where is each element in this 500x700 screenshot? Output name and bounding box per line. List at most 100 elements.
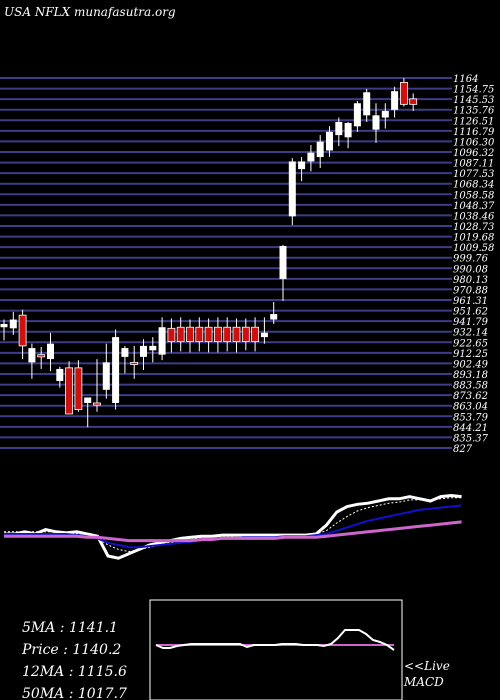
candle <box>223 317 232 352</box>
candle-body-down <box>409 98 418 105</box>
price-axis-label: 835.37 <box>453 433 489 444</box>
candle-body-down <box>232 326 241 342</box>
candle <box>260 317 268 344</box>
candle <box>0 319 8 341</box>
indicator-panel <box>4 493 462 560</box>
candle-body-up <box>307 152 315 162</box>
price-axis-label: 961.31 <box>453 296 488 307</box>
candle <box>409 93 418 111</box>
indicator-line-ma12 <box>4 504 462 549</box>
candle <box>84 397 92 428</box>
candle-body-down <box>167 327 176 342</box>
candle <box>213 317 222 353</box>
candle-body-up <box>102 362 110 390</box>
price-axis-label: 970.88 <box>453 285 488 296</box>
candle-body-down <box>399 81 408 105</box>
candle-body-down <box>204 326 213 342</box>
price-axis-label: 999.76 <box>453 254 489 265</box>
candle-body-up <box>112 337 120 403</box>
price-axis-label: 1164 <box>453 74 478 85</box>
candle-body-up <box>84 397 92 403</box>
candle <box>186 319 194 353</box>
candle-body-down <box>130 361 139 365</box>
candle <box>74 360 83 412</box>
candle-body-up <box>140 345 147 357</box>
price-axis-label: 827 <box>453 444 473 455</box>
price-axis-label: 1009.58 <box>453 243 494 254</box>
candle <box>149 337 157 363</box>
candle-body-down <box>223 326 232 342</box>
candle <box>158 317 166 361</box>
candle <box>93 359 101 412</box>
candle <box>18 309 27 360</box>
price-axis-label: 1068.34 <box>453 180 494 191</box>
price-axis-label: 902.49 <box>453 359 489 370</box>
candle <box>307 144 315 172</box>
macd-panel <box>149 599 403 700</box>
price-axis-label: 844.21 <box>453 423 488 434</box>
candle <box>195 317 204 352</box>
candle-body-up <box>158 327 166 355</box>
candle <box>326 126 333 158</box>
price-axis-label: 951.62 <box>453 307 488 318</box>
candle-body-up <box>335 121 343 136</box>
candle <box>167 318 176 353</box>
price-axis-label: 883.58 <box>453 381 488 392</box>
price-axis-label: 1106.30 <box>453 137 495 148</box>
candle <box>130 345 139 379</box>
price-axis-label: 932.14 <box>453 328 488 339</box>
candle <box>204 318 213 353</box>
candle-body-up <box>56 368 64 382</box>
candle <box>37 346 46 369</box>
candle <box>391 86 399 118</box>
candle-body-up <box>316 141 324 158</box>
candle <box>316 135 324 169</box>
candle-body-down <box>37 354 46 358</box>
indicator-line-price <box>4 493 462 560</box>
macd-caption: <<Live MACD <box>403 659 450 689</box>
candle <box>112 329 120 410</box>
price-axis-label: 941.79 <box>453 317 489 328</box>
price-axis-label: 853.79 <box>453 412 489 423</box>
candle-body-up <box>298 161 306 170</box>
price-axis-label: 912.25 <box>453 349 488 360</box>
candle <box>65 361 73 415</box>
price-axis-label: 980.13 <box>453 275 488 286</box>
stat-ma12: 12MA : 1115.6 <box>22 664 127 680</box>
candle <box>102 343 110 399</box>
candle-body-up <box>381 110 389 118</box>
price-axis-label: 873.62 <box>453 391 488 402</box>
indicator-line-ma50 <box>4 520 462 543</box>
candle <box>353 101 361 132</box>
candle <box>363 88 371 122</box>
price-axis-label: 1058.58 <box>453 190 494 201</box>
candle <box>399 78 408 107</box>
candle <box>176 317 185 352</box>
candle-body-up <box>391 91 399 110</box>
candle <box>241 318 250 351</box>
candle-body-up <box>344 123 352 138</box>
candle-body-up <box>149 345 157 351</box>
price-axis-label: 1077.53 <box>453 169 494 180</box>
chart-title: USA NFLX munafasutra.org <box>4 5 176 19</box>
candle-body-up <box>9 319 17 329</box>
candle-body-up <box>270 314 278 320</box>
price-axis-label: 1087.11 <box>453 159 494 170</box>
price-axis-label: 1019.68 <box>453 233 494 244</box>
macd-box <box>149 599 403 700</box>
candle-body-up <box>0 323 8 328</box>
candle-body-down <box>74 367 83 410</box>
price-axis-label: 893.18 <box>453 370 488 381</box>
candle-body-up <box>372 115 380 130</box>
candle-body-down <box>186 326 194 342</box>
candle-body-down <box>65 367 73 415</box>
price-axis-label: 1028.73 <box>453 222 494 233</box>
candle-body-up <box>288 161 296 217</box>
stat-ma5: 5MA : 1141.1 <box>22 620 118 636</box>
stat-price: Price : 1140.2 <box>21 642 121 658</box>
price-axis-label: 1048.37 <box>453 201 495 212</box>
candle <box>232 318 241 353</box>
candle <box>28 343 36 379</box>
candle-body-up <box>279 245 287 279</box>
macd-caption-line2: MACD <box>403 675 444 689</box>
